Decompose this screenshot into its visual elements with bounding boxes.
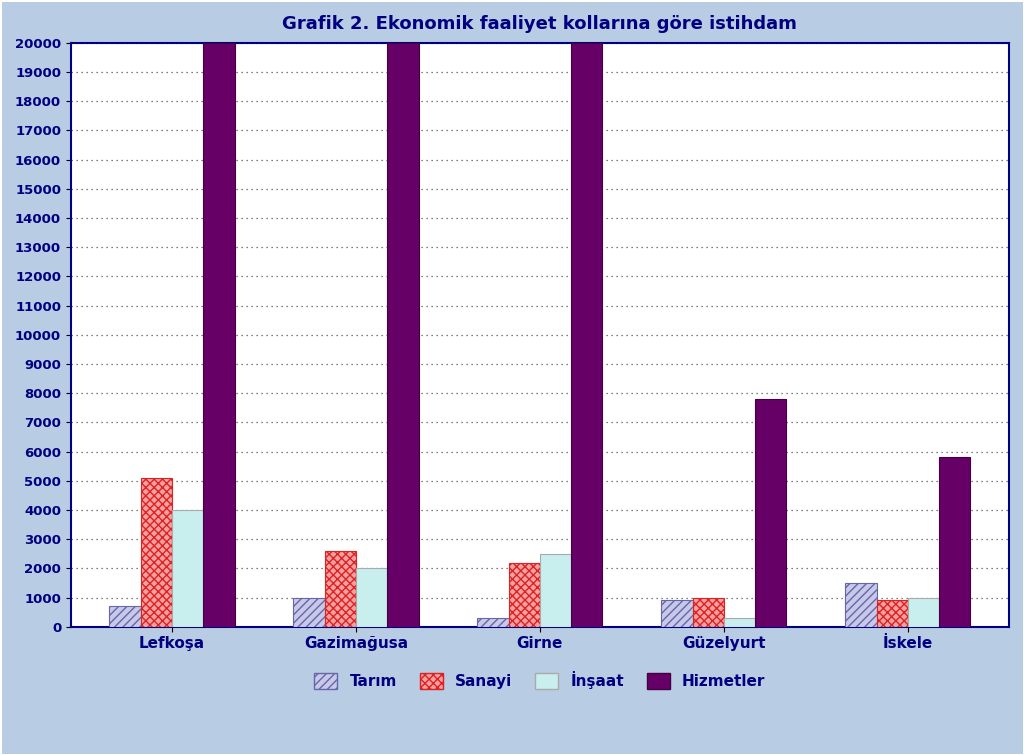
Bar: [724, 618, 755, 627]
Bar: [755, 399, 786, 627]
Bar: [172, 510, 204, 627]
Bar: [877, 600, 908, 627]
Bar: [140, 478, 172, 627]
Bar: [477, 618, 509, 627]
Bar: [662, 600, 692, 627]
Bar: [845, 583, 877, 627]
Bar: [540, 553, 571, 627]
Bar: [204, 43, 234, 627]
Bar: [571, 43, 602, 627]
Bar: [294, 597, 325, 627]
Bar: [509, 562, 540, 627]
Legend: Tarım, Sanayi, İnşaat, Hizmetler: Tarım, Sanayi, İnşaat, Hizmetler: [308, 665, 771, 695]
Bar: [356, 569, 387, 627]
Bar: [325, 551, 356, 627]
Title: Grafik 2. Ekonomik faaliyet kollarına göre istihdam: Grafik 2. Ekonomik faaliyet kollarına gö…: [283, 15, 798, 33]
Bar: [908, 597, 939, 627]
Bar: [387, 43, 419, 627]
Bar: [939, 458, 971, 627]
Bar: [692, 597, 724, 627]
Bar: [110, 606, 140, 627]
